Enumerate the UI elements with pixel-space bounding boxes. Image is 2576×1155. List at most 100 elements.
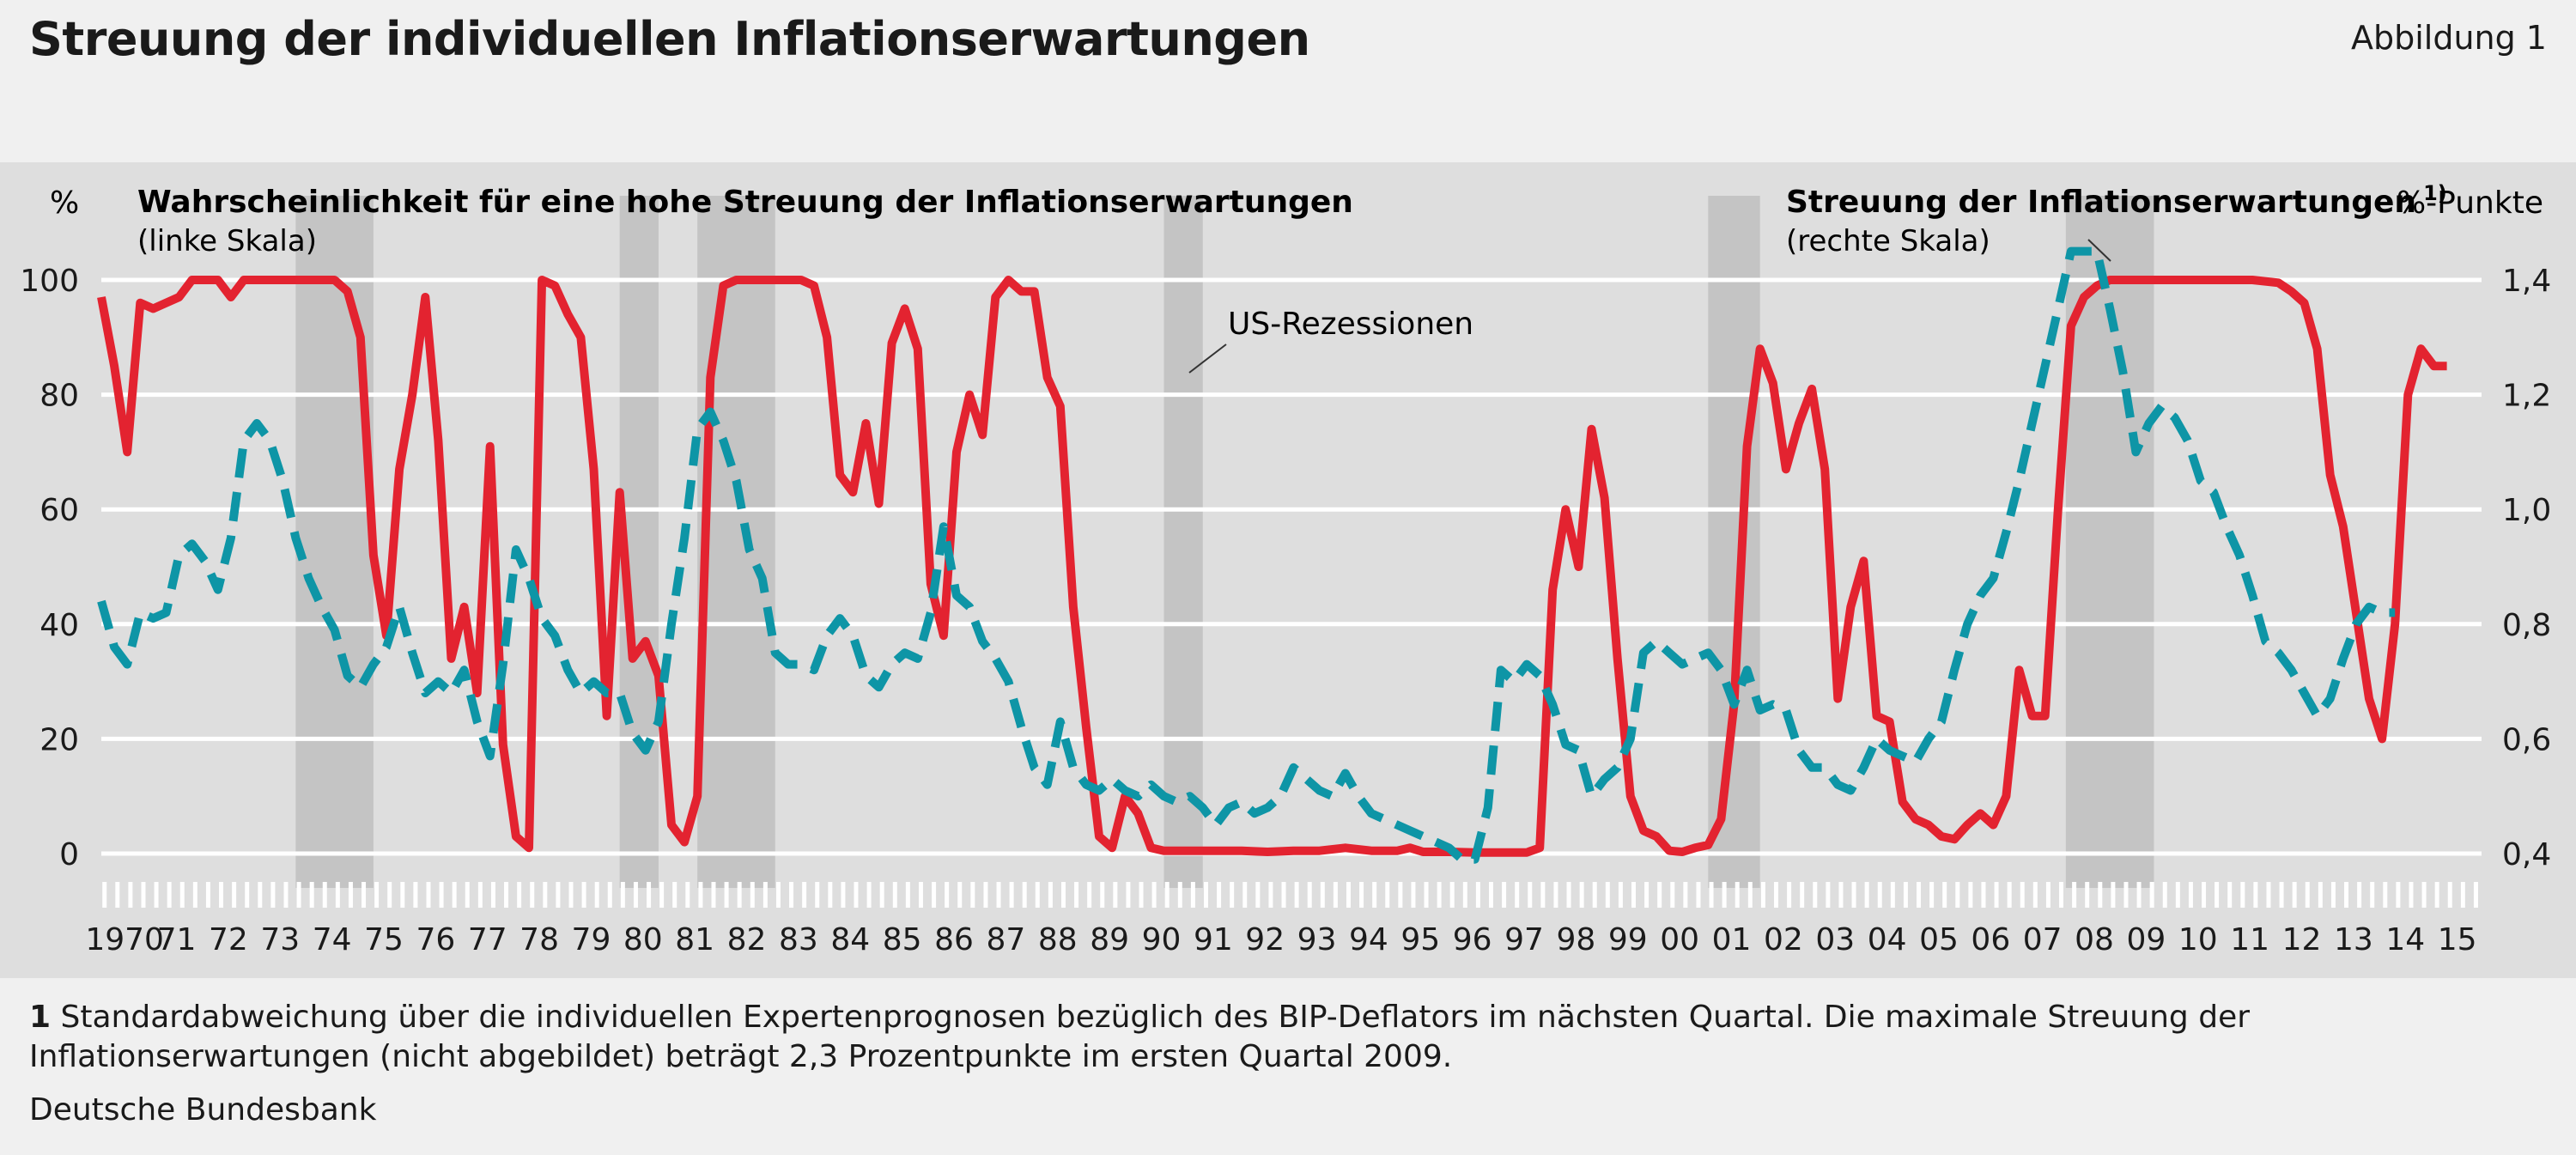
x-tick-38-1: [2085, 882, 2090, 908]
x-tick-11-0: [672, 882, 677, 908]
x-tick-9-0: [568, 882, 574, 908]
x-tick-23-3: [1333, 882, 1338, 908]
x-tick-14-1: [841, 882, 846, 908]
x-tick-42-3: [2318, 882, 2323, 908]
x-tick-41-3: [2266, 882, 2271, 908]
x-tick-24-3: [1385, 882, 1390, 908]
x-tick-1-1: [167, 882, 172, 908]
right-tick-label-0: 0,4: [2502, 837, 2551, 872]
x-tick-26-1: [1462, 882, 1467, 908]
x-tick-label-3: 73: [260, 922, 300, 957]
x-tick-19-2: [1113, 882, 1118, 908]
x-tick-25-3: [1437, 882, 1442, 908]
x-tick-13-2: [802, 882, 807, 908]
x-tick-22-3: [1281, 882, 1286, 908]
x-tick-33-0: [1813, 882, 1818, 908]
x-tick-12-2: [750, 882, 755, 908]
x-tick-label-32: 02: [1764, 922, 1803, 957]
x-tick-35-3: [1955, 882, 1960, 908]
x-tick-30-0: [1657, 882, 1662, 908]
right-tick-label-1: 0,6: [2502, 722, 2551, 757]
x-tick-10-1: [633, 882, 638, 908]
x-tick-19-1: [1100, 882, 1105, 908]
x-tick-23-1: [1307, 882, 1312, 908]
figure-label: Abbildung 1: [2350, 19, 2547, 57]
chart-area: 1970 71 72 73 74 75 76 77 78 79 80 81 82 83 84 85 86 87 88…: [0, 162, 2576, 978]
x-tick-30-3: [1696, 882, 1701, 908]
x-tick-12-0: [724, 882, 729, 908]
x-tick-21-2: [1217, 882, 1222, 908]
x-tick-label-21: 91: [1194, 922, 1233, 957]
x-tick-0-3: [141, 882, 146, 908]
x-tick-16-2: [957, 882, 963, 908]
series-blue-title-text: Streuung der Inflationserwartungen: [1786, 185, 2416, 220]
x-tick-27-2: [1528, 882, 1533, 908]
x-tick-38-0: [2072, 882, 2077, 908]
x-tick-20-3: [1177, 882, 1182, 908]
series-red-scale-note: (linke Skala): [137, 224, 317, 258]
x-tick-label-25: 95: [1400, 922, 1440, 957]
x-tick-26-3: [1488, 882, 1493, 908]
x-tick-37-2: [2045, 882, 2050, 908]
x-tick-35-2: [1942, 882, 1947, 908]
x-tick-5-3: [400, 882, 405, 908]
x-tick-8-3: [556, 882, 561, 908]
x-tick-25-2: [1424, 882, 1429, 908]
x-tick-3-2: [283, 882, 289, 908]
x-tick-19-3: [1126, 882, 1131, 908]
x-tick-14-0: [828, 882, 833, 908]
x-tick-16-0: [932, 882, 937, 908]
x-tick-3-1: [270, 882, 276, 908]
x-tick-39-3: [2162, 882, 2167, 908]
series-blue-title: Streuung der Inflationserwartungen 1): [1786, 181, 2447, 220]
x-tick-43-0: [2330, 882, 2336, 908]
x-tick-10-2: [647, 882, 652, 908]
x-tick-label-29: 99: [1608, 922, 1648, 957]
recession-label: US-Rezessionen: [1228, 307, 1473, 342]
x-tick-28-3: [1592, 882, 1597, 908]
x-tick-1-3: [192, 882, 197, 908]
x-tick-14-2: [854, 882, 859, 908]
x-tick-6-1: [426, 882, 431, 908]
x-tick-33-2: [1838, 882, 1844, 908]
x-tick-32-1: [1774, 882, 1779, 908]
x-tick-15-0: [879, 882, 884, 908]
x-tick-label-10: 80: [623, 922, 663, 957]
x-tick-43-1: [2344, 882, 2349, 908]
x-tick-16-1: [945, 882, 950, 908]
x-tick-13-3: [815, 882, 820, 908]
x-tick-2-0: [205, 882, 210, 908]
x-tick-label-39: 09: [2127, 922, 2166, 957]
x-tick-42-1: [2292, 882, 2297, 908]
x-tick-15-1: [892, 882, 897, 908]
source-note: Deutsche Bundesbank: [29, 1092, 377, 1128]
x-tick-12-3: [762, 882, 768, 908]
x-tick-4-3: [348, 882, 353, 908]
x-tick-31-2: [1735, 882, 1740, 908]
x-tick-0-0: [102, 882, 107, 908]
x-tick-42-0: [2279, 882, 2284, 908]
x-tick-39-1: [2136, 882, 2142, 908]
x-tick-label-40: 10: [2178, 922, 2218, 957]
recession-band-4: [1163, 196, 1203, 888]
x-tick-39-2: [2149, 882, 2154, 908]
x-tick-21-3: [1230, 882, 1235, 908]
x-tick-36-1: [1981, 882, 1986, 908]
x-tick-11-1: [685, 882, 690, 908]
x-tick-0-1: [115, 882, 120, 908]
left-tick-label-4: 80: [39, 379, 79, 414]
x-tick-35-1: [1929, 882, 1935, 908]
x-tick-label-35: 05: [1919, 922, 1959, 957]
x-tick-label-0: 1970: [85, 922, 164, 957]
x-tick-35-0: [1917, 882, 1922, 908]
x-tick-30-2: [1683, 882, 1688, 908]
x-tick-9-3: [607, 882, 612, 908]
x-tick-21-0: [1190, 882, 1195, 908]
x-tick-45-0: [2434, 882, 2439, 908]
chart-title: Streuung der individuellen Inflationserw…: [29, 12, 1310, 66]
x-tick-3-3: [296, 882, 301, 908]
x-tick-29-3: [1644, 882, 1649, 908]
x-tick-34-3: [1903, 882, 1908, 908]
x-tick-18-1: [1048, 882, 1053, 908]
